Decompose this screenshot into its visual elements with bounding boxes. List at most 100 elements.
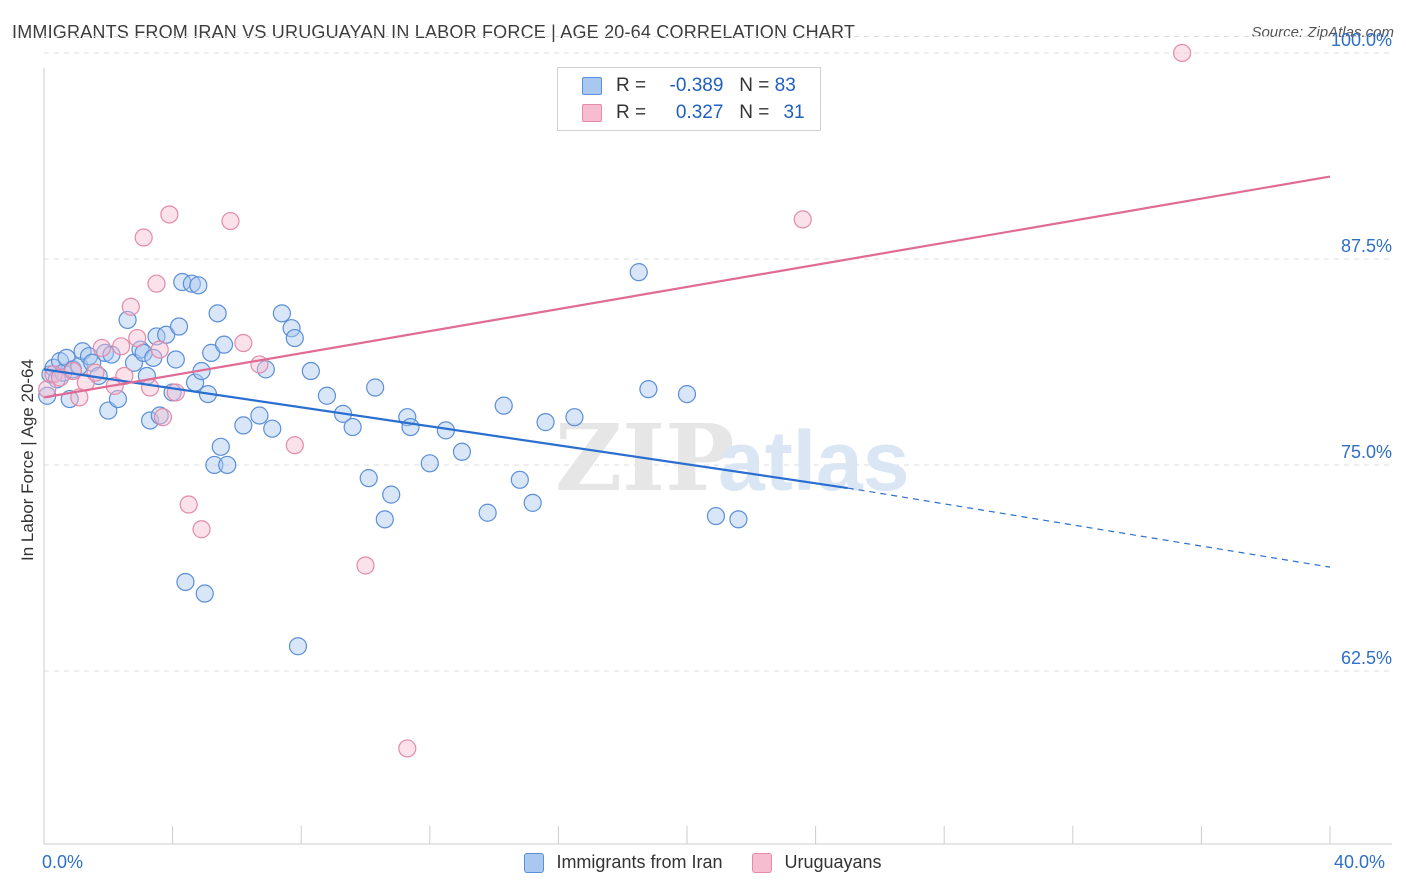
legend-r-value-uru: 0.327 bbox=[675, 102, 724, 123]
iran-point-50 bbox=[282, 319, 301, 338]
iran-point-56 bbox=[343, 417, 362, 437]
legend-r-label-iran: R = bbox=[616, 75, 647, 96]
iran-point-46 bbox=[250, 406, 269, 425]
legend-r-value-iran: -0.389 bbox=[669, 75, 724, 96]
x-tick-label-max: 40.0% bbox=[1334, 852, 1386, 872]
y-tick-label-1: 75.0% bbox=[1341, 442, 1392, 462]
uru-point-15 bbox=[147, 274, 166, 293]
iran-point-54 bbox=[317, 386, 337, 405]
legend-row-uru: R = 0.327 N = 31 bbox=[582, 101, 805, 125]
uruguayan-points bbox=[38, 43, 1192, 758]
iran-point-51 bbox=[285, 328, 304, 348]
iran-point-63 bbox=[420, 454, 439, 473]
legend-n-value-iran: 83 bbox=[774, 75, 796, 96]
y-tick-label-0: 62.5% bbox=[1341, 648, 1392, 668]
iran-point-76 bbox=[729, 510, 748, 529]
iran-point-68 bbox=[510, 470, 529, 489]
y-tick-label-2: 87.5% bbox=[1341, 236, 1392, 256]
iran-point-44 bbox=[218, 455, 237, 475]
uru-point-28 bbox=[793, 210, 812, 229]
trend-lines bbox=[43, 175, 1331, 568]
series-swatch-iran bbox=[524, 852, 545, 873]
iran-point-49 bbox=[272, 304, 292, 323]
series-legend-uru: Uruguayans bbox=[752, 852, 882, 873]
legend-swatch-iran bbox=[582, 77, 602, 95]
iran-point-52 bbox=[288, 637, 308, 656]
x-tick-label-min: 0.0% bbox=[42, 852, 84, 872]
legend-swatch-uru bbox=[582, 104, 602, 122]
iran-point-73 bbox=[639, 380, 658, 399]
iran-point-65 bbox=[452, 442, 472, 461]
uru-trend-line bbox=[43, 175, 1331, 399]
iran-point-26 bbox=[150, 406, 169, 425]
uru-point-16 bbox=[150, 340, 169, 359]
series-name-uru: Uruguayans bbox=[784, 852, 882, 872]
iran-point-33 bbox=[182, 274, 201, 293]
iran-points bbox=[38, 263, 748, 656]
iran-point-14 bbox=[95, 343, 115, 362]
uru-point-12 bbox=[128, 328, 147, 348]
uru-point-11 bbox=[121, 297, 140, 316]
iran-point-69 bbox=[523, 493, 542, 512]
iran-point-58 bbox=[366, 378, 385, 397]
uru-point-20 bbox=[179, 495, 198, 514]
iran-point-35 bbox=[189, 276, 208, 295]
legend-row-iran: R = -0.389 N = 83 bbox=[582, 74, 796, 98]
iran-point-71 bbox=[565, 408, 584, 427]
series-legend: Immigrants from Iran Uruguayans bbox=[0, 852, 1406, 873]
correlation-legend: R = -0.389 N = 83 R = 0.327 N = 31 bbox=[557, 67, 821, 131]
iran-point-37 bbox=[195, 584, 214, 603]
series-legend-iran: Immigrants from Iran bbox=[524, 852, 722, 873]
uru-point-13 bbox=[134, 228, 153, 247]
watermark-atlas: atlas bbox=[718, 414, 909, 508]
iran-point-45 bbox=[234, 416, 253, 435]
legend-n-value-uru: 31 bbox=[783, 102, 805, 123]
chart-title: IMMIGRANTS FROM IRAN VS URUGUAYAN IN LAB… bbox=[12, 22, 856, 42]
iran-point-29 bbox=[166, 350, 185, 369]
iran-point-30 bbox=[169, 317, 189, 336]
iran-point-72 bbox=[629, 263, 648, 282]
iran-point-66 bbox=[478, 503, 497, 522]
axes bbox=[43, 68, 1392, 845]
iran-trend-line bbox=[43, 368, 848, 490]
iran-point-32 bbox=[176, 572, 195, 592]
series-name-iran: Immigrants from Iran bbox=[556, 852, 723, 872]
uru-point-29 bbox=[1173, 43, 1192, 63]
y-tick-label-3: 100.0% bbox=[1331, 30, 1392, 50]
legend-n-label-uru: N = bbox=[739, 102, 770, 123]
uru-point-7 bbox=[92, 338, 111, 358]
iran-point-53 bbox=[301, 361, 320, 381]
iran-point-39 bbox=[202, 343, 221, 362]
uru-point-26 bbox=[356, 556, 375, 575]
iran-point-20 bbox=[131, 340, 150, 359]
iran-point-48 bbox=[263, 419, 282, 438]
iran-point-70 bbox=[536, 413, 555, 432]
grid-lines bbox=[44, 35, 1392, 672]
iran-point-42 bbox=[211, 437, 230, 456]
uru-point-9 bbox=[112, 337, 131, 356]
iran-trend-extension bbox=[847, 487, 1331, 568]
uru-point-25 bbox=[285, 436, 304, 455]
iran-point-59 bbox=[375, 510, 394, 529]
series-swatch-uru bbox=[752, 852, 773, 873]
iran-point-67 bbox=[494, 396, 513, 415]
uru-point-23 bbox=[234, 333, 253, 353]
legend-r-label-uru: R = bbox=[616, 102, 647, 123]
iran-point-41 bbox=[208, 304, 227, 323]
y-tick-labels: 62.5% 75.0% 87.5% 100.0% bbox=[1331, 30, 1392, 668]
iran-point-43 bbox=[214, 335, 234, 354]
uru-point-17 bbox=[153, 408, 173, 427]
iran-point-75 bbox=[706, 506, 726, 526]
uru-point-21 bbox=[192, 520, 211, 539]
uru-point-14 bbox=[140, 378, 160, 397]
uru-point-18 bbox=[160, 205, 179, 224]
uru-point-22 bbox=[221, 211, 240, 231]
legend-n-label-iran: N = bbox=[739, 75, 770, 96]
iran-point-60 bbox=[382, 485, 401, 504]
iran-point-62 bbox=[401, 417, 420, 437]
iran-point-74 bbox=[677, 384, 697, 404]
iran-point-57 bbox=[359, 469, 378, 488]
iran-point-40 bbox=[205, 455, 224, 475]
uru-point-19 bbox=[166, 383, 185, 402]
